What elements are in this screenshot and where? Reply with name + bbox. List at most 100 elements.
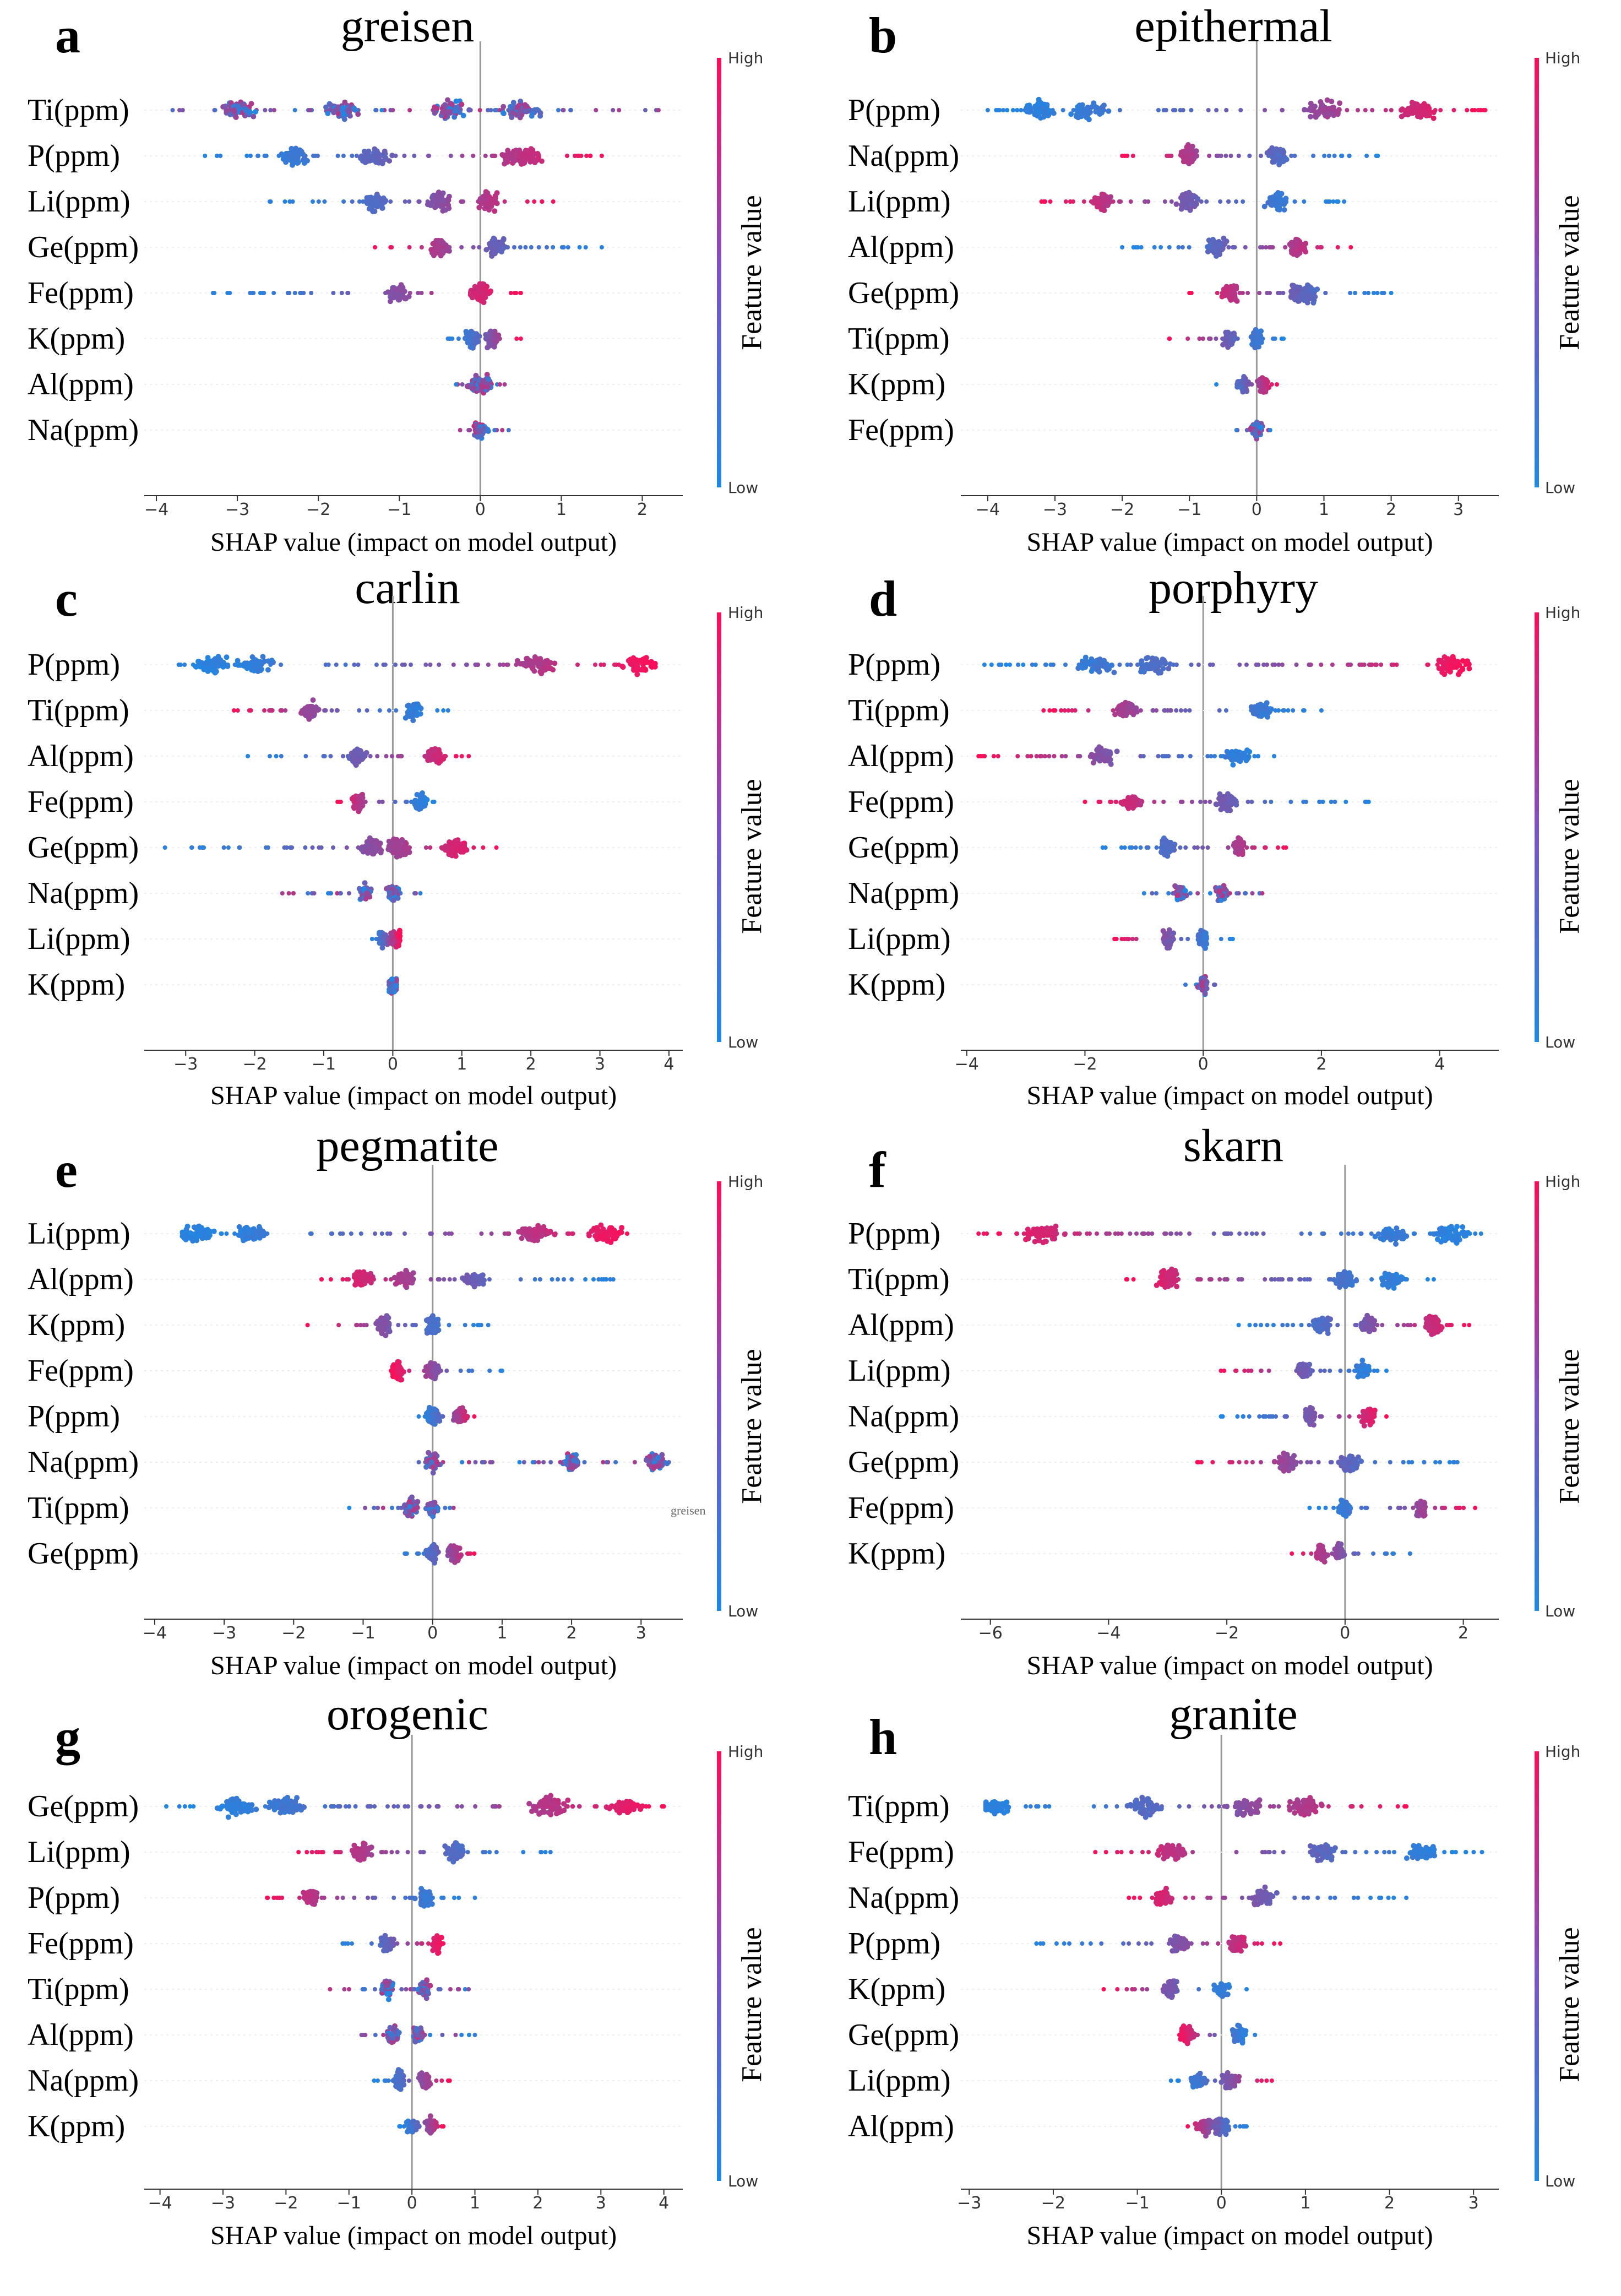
panel-a-shap-point (485, 202, 490, 207)
panel-c-shap-point (393, 888, 399, 894)
panel-a-shap-point (513, 291, 517, 295)
panel-c-shap-point (323, 708, 328, 713)
panel-a-shap-point (341, 199, 346, 204)
panel-c-shap-point (367, 835, 373, 841)
panel-c-shap-point (330, 708, 334, 713)
panel-c-shap-point (163, 845, 167, 850)
panel-b-shap-point (986, 108, 990, 112)
panel-b-shap-point (1269, 145, 1275, 151)
panel-a-shap-point (568, 108, 573, 112)
panel-c-shap-point (380, 936, 386, 941)
panel-a-shap-point (509, 291, 513, 295)
panel-d-shap-point (1425, 663, 1429, 667)
panel-b-shap-point (1187, 291, 1192, 295)
panel-a-shap-point (177, 108, 182, 112)
panel-b-shap-point (1312, 294, 1318, 300)
panel-c-shap-point (387, 890, 393, 895)
panel-a-shap-point (491, 247, 496, 252)
panel-b-shap-point (1181, 108, 1185, 112)
panel-d-shap-point (989, 663, 994, 667)
panel-d-feature-label: Ge(ppm) (848, 831, 959, 865)
panel-a-shap-point (248, 291, 252, 295)
panel-b-feature-label: Ge(ppm) (848, 276, 959, 310)
panel-a-shap-point (322, 199, 327, 204)
panel-a-shap-point (537, 245, 541, 249)
panel-a-shap-point (508, 104, 513, 110)
panel-a-shap-point (466, 428, 471, 432)
panel-d-shap-point (1373, 663, 1378, 667)
panel-a-shap-point (438, 253, 444, 258)
panel-a-shap-point (584, 245, 588, 249)
panel-a-shap-point (293, 108, 297, 112)
panel-b-shap-point (1302, 199, 1306, 204)
panel-b-shap-point (1366, 291, 1370, 295)
panel-d-shap-point (997, 663, 1001, 667)
panel-a-shap-point (350, 199, 355, 204)
panel-c-shap-point (380, 800, 385, 804)
panel-d-shap-point (1260, 891, 1265, 895)
panel-d-shap-point (1369, 663, 1373, 667)
panel-b-shap-point (1257, 291, 1261, 295)
panel-b-x-axis-title: SHAP value (impact on model output) (1026, 528, 1433, 557)
panel-b-shap-point (1075, 104, 1080, 110)
panel-b-shap-point (1180, 192, 1185, 198)
panel-d-shap-point (1319, 663, 1323, 667)
panel-b-shap-point (1242, 379, 1247, 384)
panel-d-shap-point (1395, 663, 1399, 667)
panel-a-shap-point (248, 154, 253, 158)
panel-c-shap-point (224, 654, 230, 660)
panel-a-colorbar-low: Low (728, 479, 758, 497)
panel-d-shap-point (1105, 667, 1110, 673)
panel-b-shap-point (1389, 108, 1394, 112)
panel-c-feature-row: P(ppm) (28, 648, 683, 682)
panel-b-shap-point (1243, 245, 1248, 249)
panel-d-shap-point (976, 754, 981, 758)
panel-b-shap-point (1129, 199, 1133, 204)
panel-b-shap-point (1279, 197, 1284, 203)
panel-a-shap-point (525, 199, 530, 204)
panel-d-shap-point (1097, 752, 1103, 758)
panel-d-shap-point (1264, 845, 1268, 850)
panel-d-shap-point (996, 754, 1000, 758)
panel-d-shap-point (1188, 708, 1192, 713)
panel-d-shap-point (1271, 663, 1275, 667)
panel-a-x-axis-title: SHAP value (impact on model output) (210, 528, 617, 557)
panel-d-shap-point (1301, 800, 1305, 804)
panel-d-shap-point (1138, 754, 1143, 758)
panel-a-shap-point (532, 160, 537, 165)
panel-c-shap-point (311, 845, 315, 850)
panel-d-shap-point (1228, 751, 1233, 757)
panel-d-shap-point (1228, 796, 1234, 801)
panel-d-shap-point (1219, 937, 1223, 941)
panel-c-shap-point (414, 706, 420, 712)
panel-b-shap-point (1184, 144, 1189, 150)
panel-a-shap-point (492, 428, 497, 432)
panel-d-shap-point (1129, 710, 1134, 715)
panel-d-shap-point (1198, 800, 1203, 804)
panel-d-shap-point (1101, 663, 1106, 668)
panel-b-shap-point (1280, 108, 1284, 112)
panel-b-letter: b (869, 7, 897, 63)
panel-d-shap-point (1123, 845, 1127, 850)
panel-b-shap-point (1326, 111, 1331, 116)
panel-a-shap-point (317, 199, 321, 204)
panel-d-shap-point (1158, 660, 1163, 666)
panel-c-shap-point (205, 655, 211, 660)
panel-a-x-tick-label: −1 (387, 500, 411, 519)
panel-a-feature-row: Li(ppm) (28, 184, 683, 219)
panel-a-shap-point (523, 102, 528, 107)
panel-c-feature-row: Fe(ppm) (28, 785, 683, 819)
panel-b-colorbar-title: Feature value (1554, 195, 1585, 350)
panel-d-title: porphyry (1149, 562, 1318, 614)
panel-b-shap-point (1252, 345, 1258, 350)
panel-c-shap-point (368, 754, 373, 758)
panel-c-shap-point (217, 657, 223, 663)
panel-b-shap-point (1205, 249, 1211, 254)
panel-c-colorbar-low: Low (728, 1033, 758, 1051)
panel-d-shap-point (1214, 801, 1219, 807)
panel-a-shap-point (385, 289, 391, 295)
panel-a-shap-point (398, 292, 404, 298)
panel-a-shap-point (325, 111, 330, 116)
